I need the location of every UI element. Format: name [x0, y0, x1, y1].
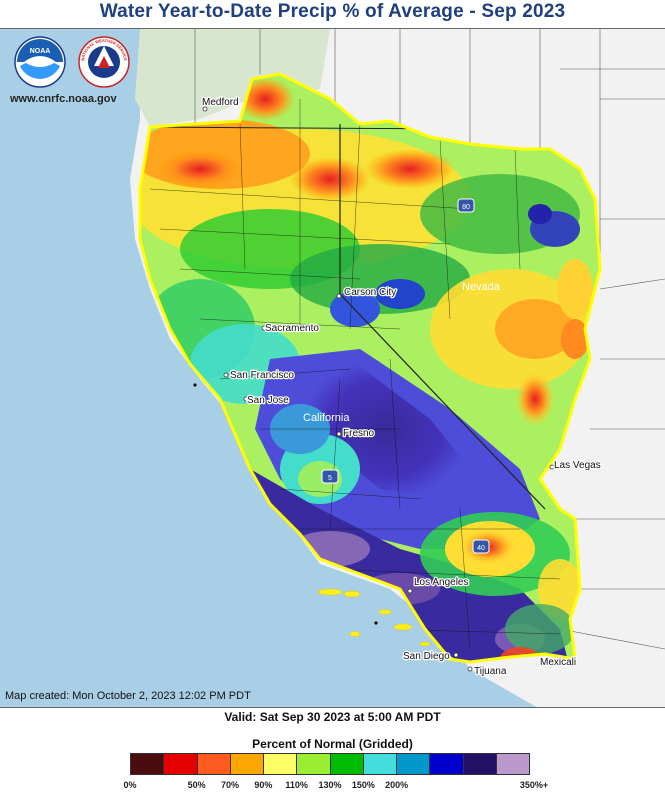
svg-text:San Diego: San Diego	[403, 651, 450, 662]
svg-text:Carson City: Carson City	[344, 287, 396, 298]
svg-text:San Francisco: San Francisco	[230, 370, 294, 381]
svg-text:Medford: Medford	[202, 97, 239, 108]
svg-text:Sacramento: Sacramento	[265, 323, 319, 334]
svg-text:Las Vegas: Las Vegas	[554, 460, 601, 471]
svg-text:Medford: Medford	[202, 97, 239, 108]
website-url: www.cnrfc.noaa.gov	[10, 93, 117, 105]
valid-time: Valid: Sat Sep 30 2023 at 5:00 AM PDT	[224, 710, 441, 724]
place-las-vegas: Las Vegas Las Vegas	[549, 459, 602, 472]
svg-text:Mexicali: Mexicali	[540, 657, 576, 668]
place-sacramento: Sacramento Sacramento	[261, 322, 321, 335]
legend-swatch	[297, 754, 331, 774]
svg-text:Los Angeles: Los Angeles	[414, 577, 469, 588]
legend-swatch	[197, 754, 231, 774]
legend-swatch	[463, 754, 497, 774]
svg-text:Carson City: Carson City	[344, 287, 396, 298]
svg-text:Mexicali: Mexicali	[540, 657, 576, 668]
place-tijuana: Tijuana Tijuana	[467, 665, 508, 678]
svg-text:5: 5	[328, 475, 332, 482]
place-fresno: Fresno Fresno	[336, 427, 376, 440]
legend-label: 350%+	[519, 780, 549, 790]
legend-labels: 0% 50% 70% 90% 110% 130% 150% 200% 350%+	[0, 780, 665, 794]
agency-logos: NOAA NATIONAL WEATHER SERVICE	[14, 36, 134, 92]
place-mexicali: Mexicali Mexicali	[539, 656, 578, 670]
svg-text:NOAA: NOAA	[30, 48, 51, 55]
legend-label: 90%	[254, 780, 273, 790]
svg-text:Fresno: Fresno	[343, 428, 375, 439]
svg-text:California: California	[303, 412, 350, 424]
svg-text:Las Vegas: Las Vegas	[554, 460, 601, 471]
legend-swatch	[264, 754, 298, 774]
svg-text:San Jose: San Jose	[247, 395, 289, 406]
legend-swatch	[430, 754, 464, 774]
noaa-logo: NOAA	[14, 36, 66, 88]
legend-swatch	[164, 754, 198, 774]
place-san-francisco: San Francisco San Francisco	[223, 369, 296, 382]
svg-text:San Francisco: San Francisco	[230, 370, 294, 381]
state-label-california: California	[303, 412, 350, 424]
place-medford: Medford Medford	[201, 96, 240, 112]
legend-label: 130%	[318, 780, 342, 790]
svg-text:San Jose: San Jose	[247, 395, 289, 406]
map-created-text: Map created: Mon October 2, 2023 12:02 P…	[5, 690, 251, 702]
svg-text:Fresno: Fresno	[343, 428, 375, 439]
legend-swatch	[496, 754, 529, 774]
svg-text:Los Angeles: Los Angeles	[414, 577, 469, 588]
place-san-diego: San Diego San Diego	[402, 650, 459, 663]
legend-swatch	[230, 754, 264, 774]
legend-swatch	[363, 754, 397, 774]
highway-shield-5: 5	[321, 469, 339, 484]
legend-label: 70%	[220, 780, 240, 790]
place-los-angeles: Los Angeles Los Angeles	[407, 576, 470, 594]
legend-label: 200%	[385, 780, 409, 790]
highway-shield-80: 80	[457, 198, 475, 213]
svg-text:Nevada: Nevada	[462, 281, 501, 293]
svg-text:Tijuana: Tijuana	[474, 666, 507, 677]
map-title: Water Year-to-Date Precip % of Average -…	[99, 1, 566, 22]
svg-text:Sacramento: Sacramento	[265, 323, 319, 334]
precip-map-canvas: 80 5 40 Medford Medford Carson City Cars…	[0, 29, 665, 707]
place-san-jose: San Jose San Jose	[243, 394, 290, 407]
svg-text:San Diego: San Diego	[403, 651, 450, 662]
svg-text:80: 80	[462, 204, 470, 211]
legend-title: Percent of Normal (Gridded)	[252, 737, 413, 751]
legend-color-bar	[130, 753, 530, 775]
precip-map: 80 5 40 Medford Medford Carson City Cars…	[0, 28, 665, 708]
legend-label: 0%	[123, 780, 137, 790]
state-label-nevada: Nevada	[462, 281, 501, 293]
place-carson-city: Carson City Carson City	[336, 286, 398, 299]
nws-logo: NATIONAL WEATHER SERVICE	[78, 36, 130, 88]
legend-swatch	[397, 754, 431, 774]
svg-text:40: 40	[477, 545, 485, 552]
legend-label: 50%	[187, 780, 206, 790]
highway-shield-40: 40	[472, 539, 490, 554]
legend-label: 110%	[285, 780, 308, 790]
legend-swatch	[330, 754, 364, 774]
svg-text:Tijuana: Tijuana	[474, 666, 507, 677]
legend-swatch	[131, 754, 165, 774]
legend-label: 150%	[351, 780, 375, 790]
